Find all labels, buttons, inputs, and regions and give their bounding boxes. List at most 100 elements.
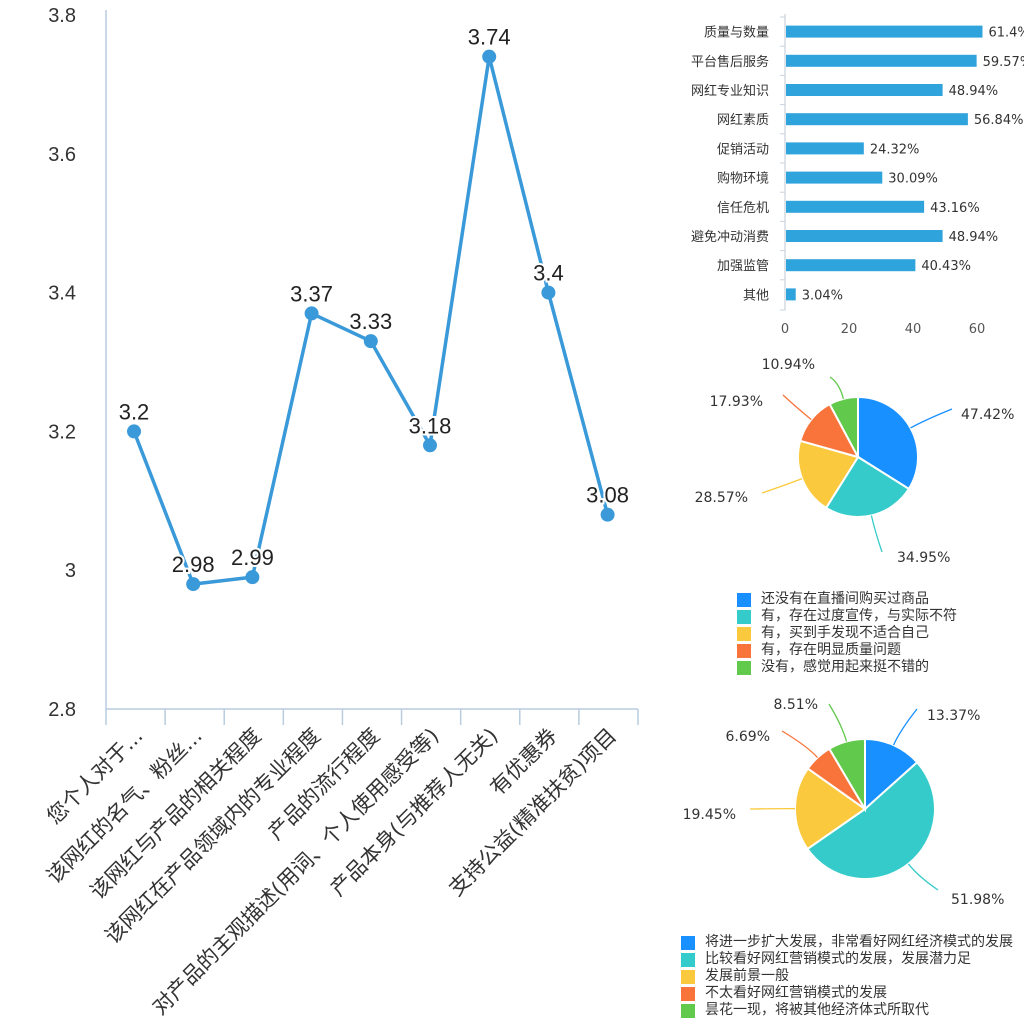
legend-label: 不太看好网红营销模式的发展	[705, 985, 887, 1001]
bar-data-label: 43.16%	[930, 201, 980, 216]
data-point	[127, 424, 141, 439]
bar	[786, 259, 916, 272]
bar	[786, 54, 977, 67]
data-label: 3.37	[290, 281, 333, 306]
legend-item: 昙花一现，将被其他经济体式所取代	[681, 1002, 1013, 1019]
bar-category-label: 信任危机	[717, 201, 769, 216]
bar-data-label: 40.43%	[921, 259, 971, 274]
legend-label: 有，存在过度宣传，与实际不符	[761, 608, 957, 624]
legend-label: 比较看好网红营销模式的发展，发展潜力足	[705, 951, 971, 967]
y-tick-label: 3	[65, 560, 76, 582]
bar-data-label: 59.57%	[983, 55, 1024, 70]
data-point	[482, 49, 497, 64]
bar	[786, 200, 925, 213]
pie-leader-line	[870, 515, 883, 553]
legend-swatch	[681, 986, 695, 1001]
pie-leader-line	[892, 708, 918, 746]
data-point	[600, 507, 615, 522]
bar	[786, 230, 943, 242]
data-point	[186, 577, 201, 592]
legend-item: 有，买到手发现不适合自己	[737, 625, 957, 642]
data-label: 2.99	[231, 545, 274, 570]
bar-category-label: 购物环境	[717, 171, 769, 187]
legend-label: 有，存在明显质量问题	[761, 642, 901, 658]
data-point	[363, 334, 378, 349]
line-chart: 2.8 3 3.2 3.4 3.6 3.8 3.2 2.98 2.99 3.37 3.33 3.18 3…	[42, 5, 639, 1019]
x-tick-label: 该网红在产品领域内的专业程度	[100, 724, 325, 949]
bar	[786, 171, 883, 184]
bar-data-label: 24.32%	[870, 142, 920, 157]
pie-leader-line	[829, 376, 845, 399]
legend-item: 有，存在过度宣传，与实际不符	[737, 608, 957, 625]
y-tick-label: 3.4	[48, 283, 76, 305]
pie-data-label: 34.95%	[897, 550, 950, 566]
pie-data-label: 17.93%	[710, 394, 763, 410]
legend-label: 还没有在直播间购买过商品	[761, 591, 929, 607]
bar-x-tick-label: 60	[969, 322, 986, 337]
pie-slice	[794, 767, 867, 851]
data-label: 3.18	[409, 413, 452, 438]
bar-data-label: 56.84%	[974, 113, 1024, 128]
pie-1-legend: 还没有在直播间购买过商品 有，存在过度宣传，与实际不符 有，买到手发现不适合自己 有，…	[737, 591, 957, 676]
legend-swatch	[681, 1003, 695, 1018]
pie-data-label: 47.42%	[961, 407, 1014, 423]
data-label: 3.2	[119, 399, 150, 424]
legend-swatch	[737, 660, 751, 675]
bar-x-tick-label: 40	[905, 322, 922, 337]
y-tick-label: 3.2	[48, 421, 76, 443]
data-label: 3.4	[533, 261, 564, 286]
pie-slice	[806, 760, 936, 880]
legend-item: 不太看好网红营销模式的发展	[681, 985, 1013, 1002]
pie-leader-line	[907, 863, 939, 891]
pie-data-label: 8.51%	[774, 697, 818, 713]
bar	[786, 84, 943, 96]
bar-category-label: 网红素质	[717, 112, 769, 128]
pie-slice	[864, 737, 919, 812]
bar	[786, 113, 968, 126]
pie-data-label: 13.37%	[927, 708, 980, 724]
legend-swatch	[681, 952, 695, 967]
y-tick-label: 2.8	[48, 699, 76, 721]
legend-item: 有，存在明显质量问题	[737, 642, 957, 659]
pie-chart-2: 13.37% 51.98% 19.45% 6.69%8.51%	[683, 697, 1005, 908]
data-label: 2.98	[172, 552, 215, 577]
legend-item: 发展前景一般	[681, 968, 1013, 985]
bar-category-label: 避免冲动消费	[691, 230, 769, 245]
legend-label: 发展前景一般	[705, 968, 789, 984]
bar-category-label: 加强监管	[717, 259, 769, 274]
legend-label: 昙花一现，将被其他经济体式所取代	[705, 1002, 929, 1018]
bar-category-label: 质量与数量	[704, 26, 769, 41]
bar-x-tick-label: 0	[781, 322, 789, 337]
bar-category-label: 促销活动	[717, 142, 769, 157]
pie-leader-line	[761, 478, 803, 494]
bar-data-label: 48.94%	[949, 230, 999, 245]
pie-data-label: 6.69%	[726, 729, 770, 745]
pie-data-label: 10.94%	[762, 357, 815, 373]
pie-slice	[828, 395, 859, 458]
bar-data-label: 48.94%	[949, 84, 999, 99]
pie-data-label: 51.98%	[951, 892, 1004, 908]
legend-label: 有，买到手发现不适合自己	[761, 625, 929, 641]
legend-swatch	[737, 626, 751, 641]
legend-swatch	[737, 609, 751, 624]
pie-slice	[824, 455, 911, 518]
bar	[786, 25, 983, 38]
legend-swatch	[737, 643, 751, 658]
data-point	[541, 285, 556, 300]
pie-leader-line	[782, 394, 812, 420]
legend-swatch	[681, 969, 695, 984]
bar-data-label: 3.04%	[802, 288, 843, 303]
bar-category-label: 网红专业知识	[691, 83, 769, 99]
legend-label: 没有，感觉用起来挺不错的	[761, 659, 929, 675]
bar-chart: 质量与数量 61.4% 平台售后服务 59.57% 网红专业知识 48.94% 网红素质 56…	[691, 14, 1024, 337]
pie-data-label: 28.57%	[695, 490, 748, 506]
data-label: 3.08	[586, 483, 629, 508]
bar-category-label: 平台售后服务	[691, 54, 769, 70]
bar-x-tick-label: 20	[841, 322, 858, 337]
data-point	[304, 306, 319, 321]
legend-label: 将进一步扩大发展，非常看好网红经济模式的发展	[705, 934, 1013, 950]
bar	[786, 288, 796, 301]
pie-leader-line	[781, 730, 819, 758]
data-point	[245, 570, 260, 585]
